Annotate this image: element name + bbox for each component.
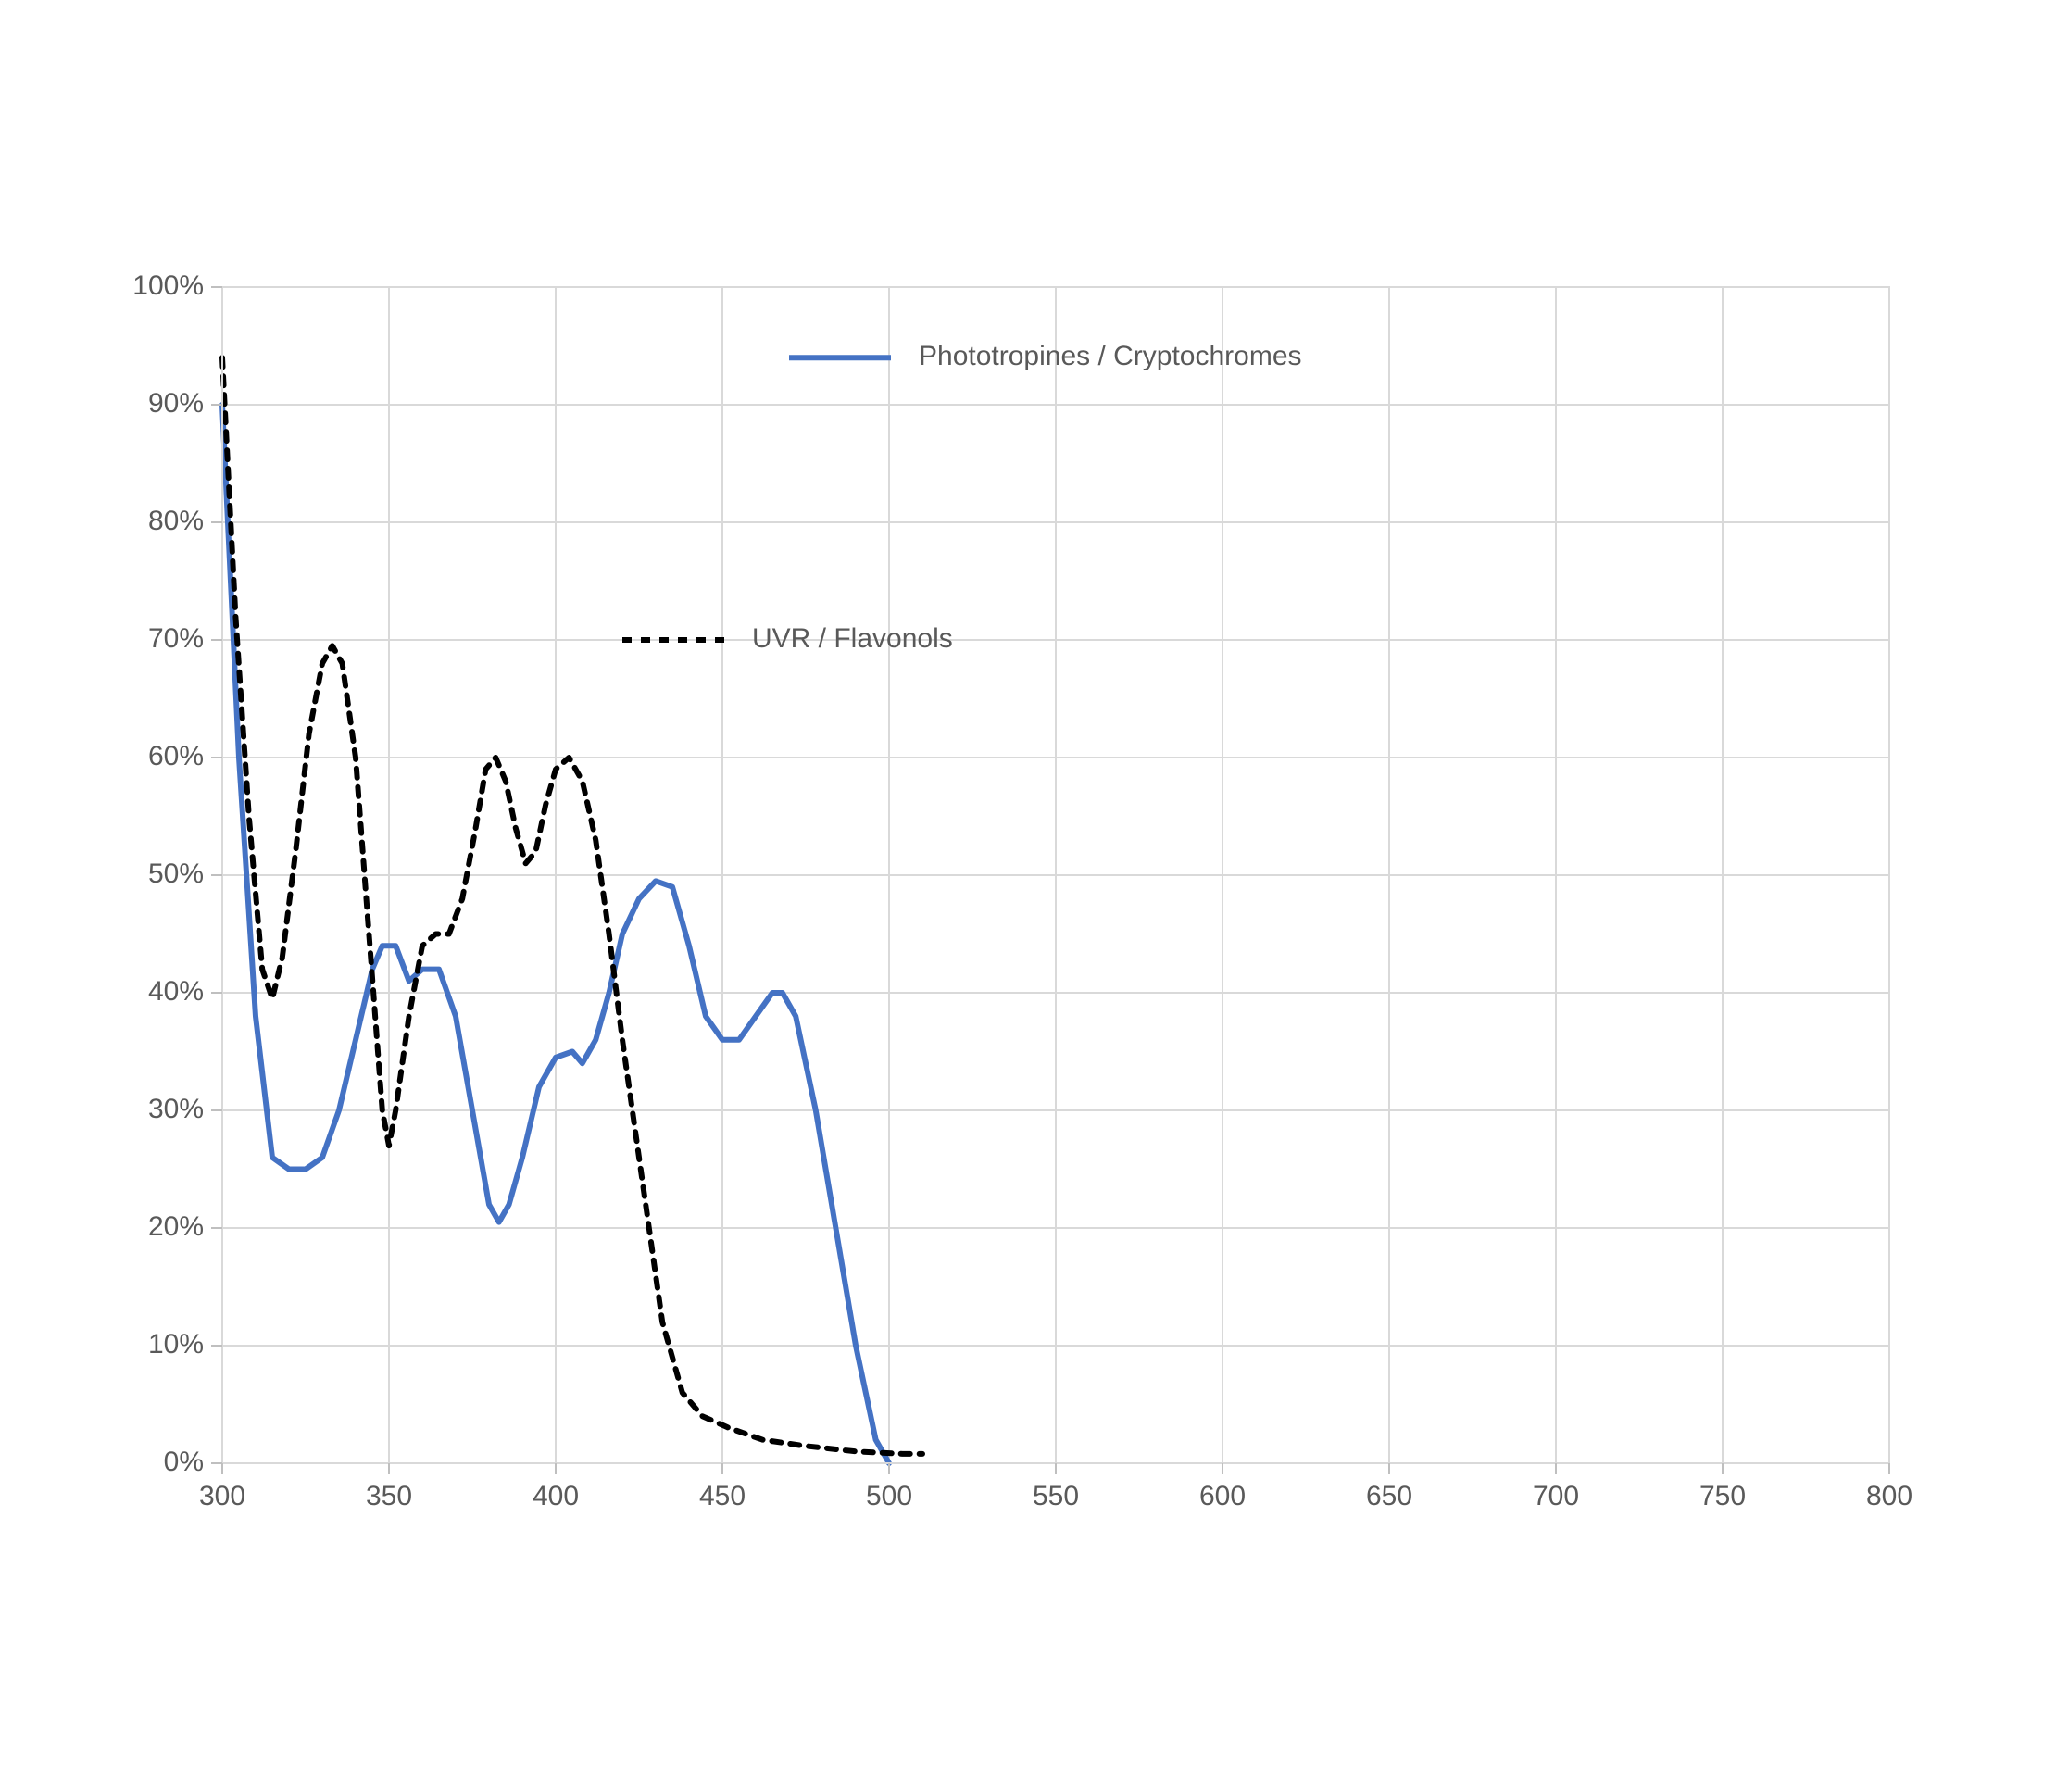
x-tick-label: 650 [1366,1481,1412,1511]
y-tick-label: 100% [132,270,204,301]
y-tick-label: 70% [148,623,204,654]
x-tick-label: 350 [366,1481,412,1511]
y-tick-label: 80% [148,506,204,536]
x-tick-label: 700 [1533,1481,1579,1511]
x-tick-label: 300 [199,1481,245,1511]
legend-label: UVR / Flavonols [752,623,953,654]
x-tick-label: 800 [1866,1481,1912,1511]
x-tick-label: 450 [699,1481,746,1511]
x-tick-label: 400 [533,1481,579,1511]
y-tick-label: 30% [148,1094,204,1124]
chart-container: 0% 10% 20% 30% 40% 50% 60% 70% 80% 90% 100% 300 350… [0,0,2056,1792]
x-tick-label: 550 [1033,1481,1079,1511]
y-tick-label: 60% [148,741,204,771]
line-chart: 0% 10% 20% 30% 40% 50% 60% 70% 80% 90% 100% 300 350… [0,0,2056,1792]
legend-label: Phototropines / Cryptochromes [919,341,1302,371]
y-tick-label: 40% [148,976,204,1007]
y-tick-label: 90% [148,388,204,419]
y-tick-label: 0% [164,1447,204,1477]
y-tick-label: 20% [148,1211,204,1242]
y-tick-label: 10% [148,1329,204,1360]
x-tick-label: 500 [866,1481,912,1511]
x-tick-label: 600 [1199,1481,1246,1511]
x-tick-label: 750 [1699,1481,1746,1511]
y-tick-label: 50% [148,858,204,889]
plot-area [222,287,1889,1463]
